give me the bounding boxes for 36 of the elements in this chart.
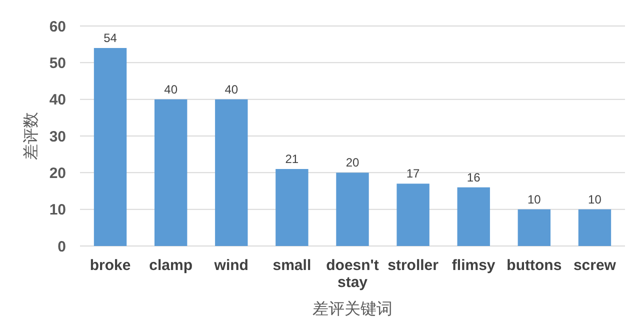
x-tick-label: buttons bbox=[506, 257, 562, 274]
bar bbox=[457, 187, 490, 246]
x-tick-label: flimsy bbox=[452, 257, 496, 274]
bar bbox=[276, 169, 308, 246]
y-tick-label: 30 bbox=[49, 128, 66, 146]
data-label: 10 bbox=[527, 192, 542, 206]
bar bbox=[578, 209, 612, 246]
bar bbox=[94, 48, 127, 246]
data-label: 40 bbox=[224, 82, 238, 96]
bar bbox=[396, 184, 430, 246]
data-label: 54 bbox=[104, 31, 118, 45]
y-axis-title: 差评数 bbox=[22, 112, 40, 160]
x-tick-label: stroller bbox=[388, 257, 439, 274]
x-tick-label: broke bbox=[90, 257, 131, 274]
y-tick-label: 20 bbox=[49, 164, 66, 182]
data-label: 10 bbox=[588, 192, 602, 206]
data-label: 20 bbox=[346, 156, 360, 170]
x-tick-label: screw bbox=[573, 257, 616, 274]
y-tick-label: 50 bbox=[49, 54, 66, 72]
data-label: 16 bbox=[466, 170, 481, 184]
y-tick-label: 40 bbox=[49, 92, 66, 109]
bar bbox=[215, 99, 248, 246]
x-axis-title: 差评关键词 bbox=[312, 300, 392, 318]
x-tick-label: wind bbox=[213, 257, 248, 274]
bar bbox=[154, 99, 188, 246]
x-tick-label: small bbox=[272, 257, 312, 274]
bar bbox=[518, 209, 551, 246]
data-label: 17 bbox=[406, 166, 420, 181]
y-tick-label: 60 bbox=[49, 18, 66, 36]
data-label: 40 bbox=[164, 82, 178, 96]
x-tick-label: clamp bbox=[149, 257, 193, 274]
y-tick-label: 10 bbox=[49, 202, 66, 219]
y-tick-label: 0 bbox=[58, 238, 66, 256]
data-label: 21 bbox=[285, 152, 299, 166]
x-tick-label: doesn't stay bbox=[326, 257, 379, 291]
bar bbox=[336, 172, 369, 246]
